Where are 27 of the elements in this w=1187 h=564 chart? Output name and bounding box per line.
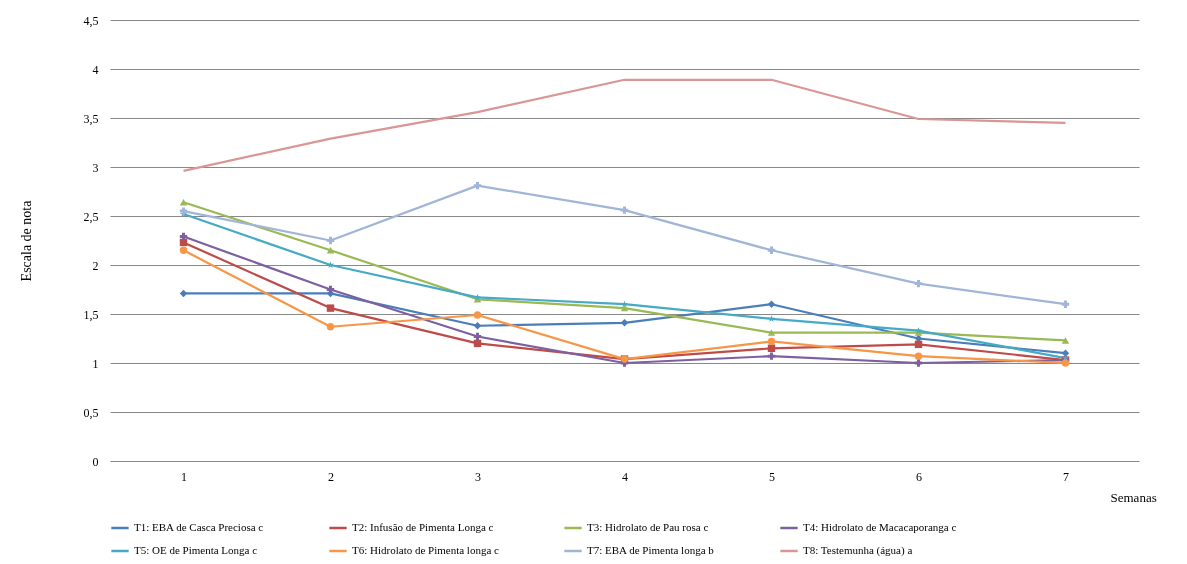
legend-label: T6: Hidrolato de Pimenta longa c (352, 544, 500, 556)
x-tick-label: 6 (916, 469, 922, 484)
legend-label: T8: Testemunha (água) a (803, 544, 913, 557)
x-tick-label: 5 (769, 469, 775, 484)
legend-label: T1: EBA de Casca Preciosa c (134, 521, 264, 533)
y-tick-label: 4,5 (83, 13, 99, 28)
y-tick-label: 1,5 (83, 307, 99, 322)
y-tick-label: 3 (92, 160, 99, 175)
y-tick-label: 0,5 (83, 405, 99, 420)
x-tick-label: 4 (622, 469, 628, 484)
legend-label: T2: Infusão de Pimenta Longa c (352, 521, 494, 533)
x-tick-label: 2 (328, 469, 334, 484)
x-tick-label: 1 (181, 469, 187, 484)
legend-label: T5: OE de Pimenta Longa c (134, 544, 258, 556)
x-tick-label: 3 (475, 469, 481, 484)
legend-label: T4: Hidrolato de Macacaporanga c (803, 521, 957, 533)
x-tick-label: 7 (1063, 469, 1069, 484)
y-axis-title: Escala de nota (18, 199, 34, 282)
x-axis-title: Semanas (1110, 489, 1157, 505)
y-tick-label: 4 (92, 62, 99, 77)
legend-label: T3: Hidrolato de Pau rosa c (587, 521, 709, 533)
y-tick-label: 2 (92, 258, 99, 273)
y-tick-label: 2,5 (83, 209, 99, 224)
y-tick-label: 0 (92, 454, 99, 469)
y-tick-label: 1 (92, 356, 99, 371)
y-tick-label: 3,5 (83, 111, 99, 126)
legend-label: T7: EBA de Pimenta longa b (587, 544, 715, 556)
